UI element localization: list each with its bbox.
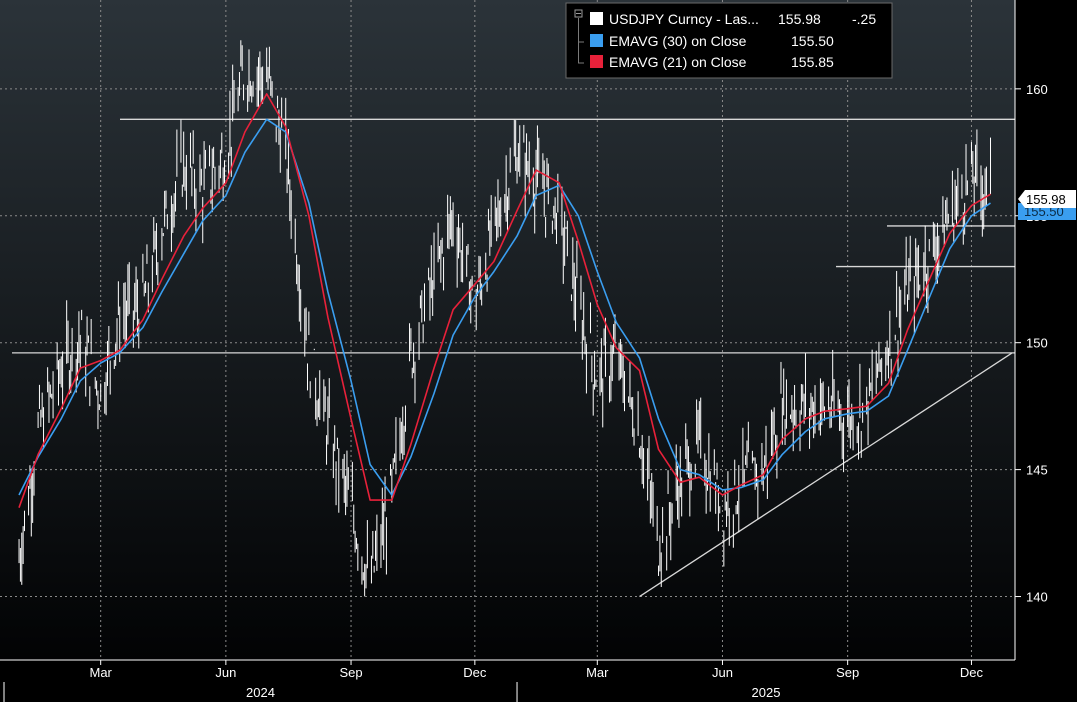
legend: USDJPY Curncy - Las... 155.98 -.25 EMAVG… (565, 2, 893, 79)
x-tick-label: Mar (586, 665, 609, 680)
last-price-tag: 155.98 (1018, 190, 1076, 208)
annotation-lines (12, 118, 1015, 598)
legend-label-price: USDJPY Curncy - Las... (609, 11, 759, 27)
legend-collapse-icon[interactable] (574, 9, 583, 18)
y-tick-label: 160 (1026, 82, 1048, 97)
y-tick-label: 140 (1026, 590, 1048, 605)
x-tick-label: Jun (215, 665, 236, 680)
series-line-emavg-30- (18, 118, 991, 496)
legend-change-price: -.25 (852, 11, 876, 27)
y-tick-label: 150 (1026, 336, 1048, 351)
legend-value-ema30: 155.50 (791, 33, 834, 49)
series-lines (18, 93, 991, 508)
legend-value-price: 155.98 (778, 11, 821, 27)
legend-value-ema21: 155.85 (791, 54, 834, 70)
legend-box (565, 2, 893, 79)
year-label: 2025 (752, 685, 781, 700)
series-line-emavg-21- (18, 93, 991, 508)
plot-area (0, 0, 1015, 660)
x-tick-label: Sep (836, 665, 859, 680)
trendline (639, 352, 1013, 598)
legend-label-ema30: EMAVG (30) on Close (609, 33, 747, 49)
legend-swatch-price (590, 12, 603, 25)
last-price-tag-text: 155.98 (1026, 192, 1066, 207)
y-tick-label: 145 (1026, 463, 1048, 478)
x-tick-label: Jun (712, 665, 733, 680)
legend-tree-icon (578, 18, 584, 64)
year-label: 2024 (246, 685, 275, 700)
x-tick-label: Mar (89, 665, 112, 680)
x-tick-label: Sep (339, 665, 362, 680)
y-axis: 140145150155160 (1014, 0, 1048, 660)
x-axis: Mar Jun Sep Dec Mar Jun Sep Dec 2024 2025 (0, 659, 1015, 702)
legend-swatch-ema30 (590, 34, 603, 47)
legend-label-ema21: EMAVG (21) on Close (609, 54, 747, 70)
price-bars (18, 40, 992, 597)
legend-swatch-ema21 (590, 55, 603, 68)
x-tick-label: Dec (463, 665, 487, 680)
x-tick-label: Dec (960, 665, 984, 680)
gridlines (0, 0, 1015, 660)
